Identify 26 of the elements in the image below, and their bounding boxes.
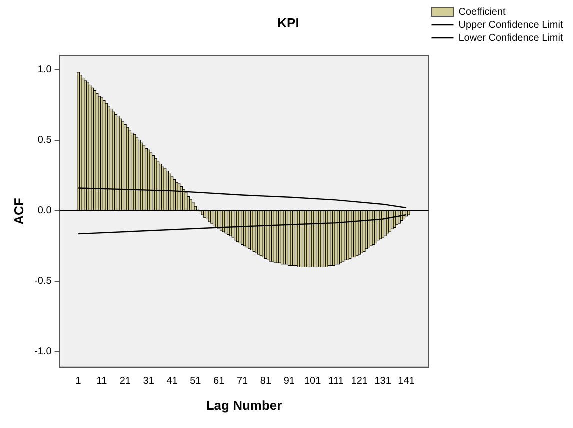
x-tick-label: 41 [166, 376, 178, 388]
legend-label: Upper Confidence Limit [458, 20, 564, 31]
y-tick-label: 0.0 [38, 206, 52, 217]
x-tick-label: 11 [96, 376, 108, 388]
chart-title: KPI [278, 15, 300, 30]
y-tick-label: -1.0 [34, 346, 52, 358]
x-tick-label: 111 [328, 376, 344, 388]
x-axis-title: Lag Number [206, 398, 282, 413]
legend-label: Coefficient [458, 6, 506, 18]
legend-label: Lower Confidence Limit [458, 32, 564, 44]
x-tick-label: 61 [214, 376, 226, 388]
x-tick-label: 91 [284, 376, 296, 388]
y-tick-label: 0.5 [38, 135, 52, 146]
x-tick-label: 131 [374, 376, 392, 388]
y-axis-title: ACF [11, 198, 26, 225]
x-tick-label: 71 [236, 376, 249, 388]
x-tick-label: 141 [398, 376, 416, 388]
x-tick-label: 81 [260, 376, 272, 388]
x-tick-label: 121 [351, 376, 368, 388]
x-tick-label: 101 [304, 376, 322, 388]
x-tick-label: 1 [76, 376, 82, 388]
y-tick-label: 1.0 [38, 64, 52, 76]
x-tick-label: 21 [120, 376, 132, 388]
x-tick-label: 51 [190, 376, 202, 388]
x-tick-label: 31 [143, 376, 155, 388]
y-tick-label: -0.5 [34, 276, 52, 288]
